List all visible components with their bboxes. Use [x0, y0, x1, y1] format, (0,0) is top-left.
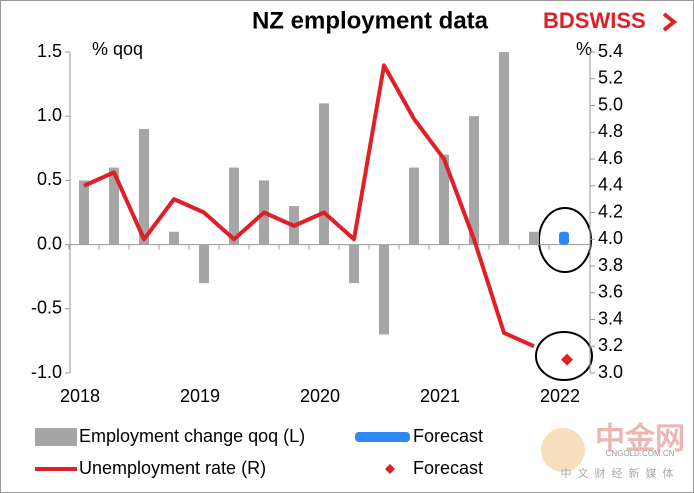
- y-tick-label: -1.0: [31, 362, 62, 382]
- legend-label: Unemployment rate (R): [79, 458, 266, 478]
- bar: [499, 52, 509, 245]
- bar: [409, 167, 419, 245]
- y2-tick-label: 5.2: [598, 68, 623, 88]
- bar: [139, 129, 149, 245]
- y2-tick-label: 4.8: [598, 121, 623, 141]
- y2-tick-label: 3.4: [598, 308, 623, 328]
- x-tick-label: 2022: [540, 386, 580, 406]
- watermark-url: CNGOLD.COM.CN: [606, 449, 675, 458]
- brand: BDSWISS: [543, 8, 646, 33]
- point: [561, 353, 573, 366]
- bar: [319, 103, 329, 245]
- bar: [469, 116, 479, 245]
- x-tick-label: 2021: [420, 386, 460, 406]
- bar: [349, 244, 359, 284]
- y2-tick-label: 5.4: [598, 41, 623, 61]
- watermark-logo: [541, 428, 585, 472]
- legend-label: Forecast: [413, 458, 483, 478]
- y-tick-label: 0.5: [37, 169, 62, 189]
- y-tick-label: 0.0: [37, 233, 62, 253]
- y2-tick-label: 3.2: [598, 335, 623, 355]
- y2-axis-label: %: [576, 39, 592, 59]
- y2-tick-label: 4.6: [598, 148, 623, 168]
- y2-tick-label: 4.2: [598, 201, 623, 221]
- y2-tick-label: 4.4: [598, 175, 623, 195]
- bar: [439, 154, 449, 245]
- y2-tick-label: 5.0: [598, 94, 623, 114]
- bar: [559, 231, 569, 245]
- line: [83, 63, 535, 349]
- bar: [529, 231, 539, 245]
- y-axis-label: % qoq: [92, 39, 143, 59]
- bar: [379, 244, 389, 335]
- legend-label: Employment change qoq (L): [79, 426, 305, 446]
- y-tick-label: 1.0: [37, 105, 62, 125]
- brand-arrow: [662, 12, 678, 32]
- y2-tick-label: 3.0: [598, 362, 623, 382]
- bar: [199, 244, 209, 284]
- legend-swatch: [355, 432, 410, 442]
- watermark-tagline: 中文财经新媒体: [561, 466, 680, 480]
- legend-swatch: [35, 428, 77, 446]
- y2-tick-label: 3.8: [598, 255, 623, 275]
- bar: [169, 231, 179, 245]
- chart-title: NZ employment data: [252, 7, 489, 34]
- x-tick-label: 2020: [300, 386, 340, 406]
- y-tick-label: -0.5: [31, 298, 62, 318]
- bar: [229, 167, 239, 245]
- y2-tick-label: 3.6: [598, 282, 623, 302]
- y-tick-label: 1.5: [37, 41, 62, 61]
- watermark-title: 中金网: [595, 422, 685, 457]
- bar: [79, 180, 89, 245]
- bar: [109, 167, 119, 245]
- x-tick-label: 2019: [180, 386, 220, 406]
- legend-swatch: [385, 464, 395, 474]
- x-tick-label: 2018: [60, 386, 100, 406]
- y2-tick-label: 4.0: [598, 228, 623, 248]
- forecast-highlight: [535, 331, 593, 381]
- legend-label: Forecast: [413, 426, 483, 446]
